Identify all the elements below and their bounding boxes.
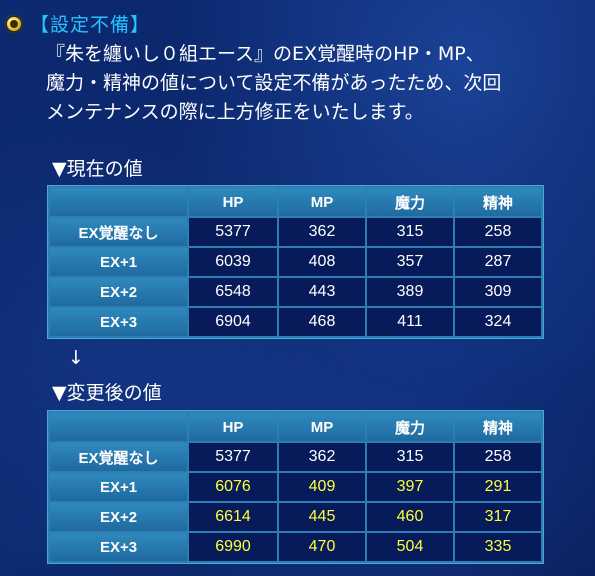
table-cell: 357: [367, 248, 453, 276]
table-cell: 258: [455, 218, 541, 246]
changed-cell: 6990: [189, 533, 277, 561]
current-values-heading: ▼現在の値: [52, 158, 143, 180]
row-label: EX+3: [50, 533, 187, 561]
table-header-row: HP MP 魔力 精神: [50, 413, 541, 441]
column-header-mp: MP: [279, 413, 365, 441]
table-row: EX+2 6614 445 460 317: [50, 503, 541, 531]
notice-line: メンテナンスの際に上方修正をいたします。: [46, 101, 424, 123]
changed-cell: 291: [455, 473, 541, 501]
changed-cell: 397: [367, 473, 453, 501]
changed-cell: 445: [279, 503, 365, 531]
table-cell: 411: [367, 308, 453, 336]
table-cell: 6548: [189, 278, 277, 306]
changed-cell: 6614: [189, 503, 277, 531]
table-row: EX覚醒なし 5377 362 315 258: [50, 218, 541, 246]
column-header-spirit: 精神: [455, 413, 541, 441]
table-row: EX覚醒なし 5377 362 315 258: [50, 443, 541, 471]
table-cell: 6904: [189, 308, 277, 336]
table-cell: 287: [455, 248, 541, 276]
table-cell: 468: [279, 308, 365, 336]
table-header-row: HP MP 魔力 精神: [50, 188, 541, 216]
row-label: EX+2: [50, 278, 187, 306]
column-header-hp: HP: [189, 413, 277, 441]
changed-cell: 335: [455, 533, 541, 561]
row-label: EX+1: [50, 473, 187, 501]
table-cell: 315: [367, 218, 453, 246]
column-header-magic: 魔力: [367, 413, 453, 441]
column-header-spirit: 精神: [455, 188, 541, 216]
gold-ring-bullet-icon: [5, 15, 23, 33]
notice-line: 『朱を纏いし０組エース』のEX覚醒時のHP・MP、: [46, 43, 485, 65]
row-label: EX+2: [50, 503, 187, 531]
column-header-hp: HP: [189, 188, 277, 216]
table-cell: 362: [279, 443, 365, 471]
table-cell: 258: [455, 443, 541, 471]
table-cell: 408: [279, 248, 365, 276]
row-label: EX+1: [50, 248, 187, 276]
table-cell: 362: [279, 218, 365, 246]
column-header-magic: 魔力: [367, 188, 453, 216]
table-corner: [50, 413, 187, 441]
notice-body: 『朱を纏いし０組エース』のEX覚醒時のHP・MP、 魔力・精神の値について設定不…: [46, 40, 586, 127]
table-cell: 315: [367, 443, 453, 471]
table-row: EX+1 6039 408 357 287: [50, 248, 541, 276]
changed-cell: 6076: [189, 473, 277, 501]
table-cell: 309: [455, 278, 541, 306]
updated-values-table: HP MP 魔力 精神 EX覚醒なし 5377 362 315 258 EX+1…: [47, 410, 544, 564]
down-arrow-icon: ↓: [68, 347, 84, 369]
table-row: EX+3 6990 470 504 335: [50, 533, 541, 561]
changed-cell: 317: [455, 503, 541, 531]
updated-values-heading: ▼変更後の値: [52, 382, 162, 404]
table-cell: 324: [455, 308, 541, 336]
changed-cell: 409: [279, 473, 365, 501]
table-row: EX+1 6076 409 397 291: [50, 473, 541, 501]
row-label: EX+3: [50, 308, 187, 336]
table-cell: 6039: [189, 248, 277, 276]
column-header-mp: MP: [279, 188, 365, 216]
table-row: EX+3 6904 468 411 324: [50, 308, 541, 336]
table-cell: 443: [279, 278, 365, 306]
notice-line: 魔力・精神の値について設定不備があったため、次回: [46, 72, 502, 94]
current-values-table: HP MP 魔力 精神 EX覚醒なし 5377 362 315 258 EX+1…: [47, 185, 544, 339]
row-label: EX覚醒なし: [50, 443, 187, 471]
changed-cell: 460: [367, 503, 453, 531]
table-cell: 389: [367, 278, 453, 306]
table-cell: 5377: [189, 218, 277, 246]
table-row: EX+2 6548 443 389 309: [50, 278, 541, 306]
changed-cell: 504: [367, 533, 453, 561]
table-cell: 5377: [189, 443, 277, 471]
table-corner: [50, 188, 187, 216]
notice-title: 【設定不備】: [30, 14, 151, 36]
row-label: EX覚醒なし: [50, 218, 187, 246]
changed-cell: 470: [279, 533, 365, 561]
